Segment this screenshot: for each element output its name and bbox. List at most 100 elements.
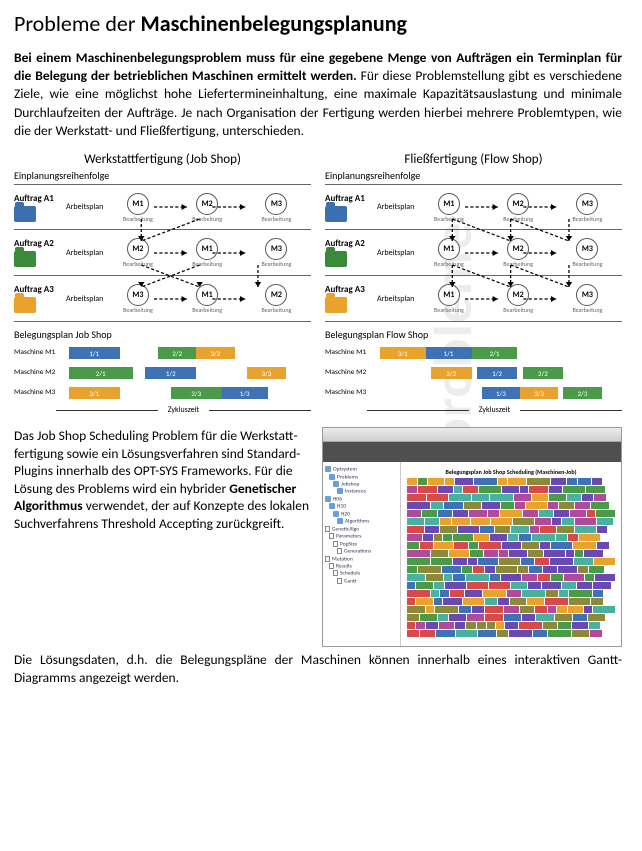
ss-gantt-block	[434, 598, 442, 605]
machine-circle: M2	[507, 193, 529, 215]
ss-gantt-block	[440, 526, 457, 533]
ss-gantt-block	[566, 550, 574, 557]
diagram-title: Fließfertigung (Flow Shop)	[325, 152, 622, 167]
ss-gantt-row	[407, 494, 615, 501]
ss-gantt-block	[579, 534, 600, 541]
ss-gantt-block	[593, 606, 615, 613]
ss-gantt-block	[507, 590, 522, 597]
machine-sequence: M1 Bearbeitung M2 Bearbeitung M3 Bearbei…	[414, 193, 622, 222]
gantt-track: 3/11/12/1	[367, 347, 622, 359]
ss-gantt-block	[496, 566, 517, 573]
ss-gantt-block	[536, 614, 555, 621]
machine-node: M3 Bearbeitung	[118, 284, 158, 313]
ss-gantt-row	[407, 510, 615, 517]
ss-gantt-block	[420, 630, 435, 637]
ss-gantt-block	[416, 598, 433, 605]
tree-item: ft10	[325, 503, 398, 510]
ss-gantt-block	[469, 510, 488, 517]
ss-gantt-block	[556, 534, 566, 541]
ss-gantt-block	[418, 478, 426, 485]
ss-gantt-block	[549, 486, 561, 493]
ss-gantt-block	[438, 486, 453, 493]
ss-gantt-block	[407, 534, 422, 541]
gantt-label: Maschine M1	[325, 349, 367, 357]
ss-gantt-block	[471, 518, 490, 525]
folder-icon	[14, 206, 36, 222]
ss-gantt-block	[474, 534, 489, 541]
ss-gantt-block	[504, 614, 521, 621]
ss-gantt-block	[474, 478, 497, 485]
ss-gantt-block	[543, 566, 558, 573]
ss-gantt-block	[515, 502, 525, 509]
ss-gantt-block	[535, 606, 547, 613]
ss-gantt-block	[514, 494, 531, 501]
ss-gantt-block	[416, 622, 424, 629]
gantt-track: 2/11/23/3	[56, 367, 311, 379]
tree-item: Parameters	[325, 533, 398, 540]
tree-item: Algorithms	[325, 518, 398, 525]
ss-gantt-row	[407, 582, 615, 589]
ss-gantt-block	[567, 494, 582, 501]
ss-gantt-block	[548, 606, 556, 613]
ss-gantt-block	[523, 510, 537, 517]
gantt-row: Maschine M3 3/12/31/3	[14, 383, 311, 403]
ss-gantt-block	[438, 614, 448, 621]
gantt-row: Maschine M2 2/11/23/3	[14, 363, 311, 383]
plan-label: Arbeitsplan	[377, 202, 414, 212]
ss-gantt-block	[544, 550, 565, 557]
gantt-row: Maschine M3 1/33/32/3	[325, 383, 622, 403]
ss-gantt-block	[407, 582, 415, 589]
plan-label: Arbeitsplan	[377, 248, 414, 258]
machine-sequence: M1 Bearbeitung M2 Bearbeitung M3 Bearbei…	[414, 284, 622, 313]
ss-gantt-block	[589, 622, 599, 629]
ss-gantt-block	[499, 550, 507, 557]
gantt-block: 3/3	[520, 387, 558, 399]
ss-gantt-block	[562, 582, 577, 589]
ss-gantt-block	[557, 606, 567, 613]
ss-gantt-block	[423, 534, 433, 541]
ss-gantt-block	[449, 550, 470, 557]
plan-label: Arbeitsplan	[377, 294, 414, 304]
ss-gantt-block	[407, 526, 424, 533]
ss-gantt-block	[470, 550, 482, 557]
ss-gantt-block	[407, 614, 419, 621]
ss-gantt-block	[462, 566, 472, 573]
ss-gantt-block	[444, 574, 452, 581]
folder-icon	[325, 251, 347, 267]
machine-sublabel: Bearbeitung	[261, 261, 291, 267]
ss-gantt-block	[453, 574, 465, 581]
ss-gantt-block	[428, 478, 445, 485]
machine-node: M3 Bearbeitung	[256, 193, 296, 222]
ss-gantt-block	[449, 494, 472, 501]
ss-gantt-block	[587, 510, 595, 517]
ss-gantt-block	[418, 486, 437, 493]
order-row: Auftrag A1 Arbeitsplan M1 Bearbeitung M2…	[325, 184, 622, 230]
final-paragraph: Die Lösungsdaten, d.h. die Belegungsplän…	[14, 651, 622, 686]
ss-gantt-block	[592, 478, 602, 485]
ss-gantt-block	[407, 502, 430, 509]
machine-sequence: M3 Bearbeitung M1 Bearbeitung M2 Bearbei…	[103, 284, 311, 313]
machine-circle: M1	[438, 193, 460, 215]
ss-gantt-block	[574, 558, 593, 565]
ss-gantt-block	[578, 566, 588, 573]
ss-gantt-block	[577, 582, 592, 589]
machine-sublabel: Bearbeitung	[123, 307, 153, 313]
ss-gantt-block	[546, 590, 558, 597]
machine-sequence: M2 Bearbeitung M1 Bearbeitung M3 Bearbei…	[103, 238, 311, 267]
machine-node: M1 Bearbeitung	[187, 238, 227, 267]
ss-gantt-block	[548, 502, 558, 509]
ss-gantt-block	[569, 590, 592, 597]
ss-gantt-block	[479, 486, 502, 493]
order-row: Auftrag A3 Arbeitsplan M3 Bearbeitung M1…	[14, 276, 311, 322]
ss-gantt-block	[450, 590, 465, 597]
machine-sublabel: Bearbeitung	[123, 216, 153, 222]
machine-sublabel: Bearbeitung	[434, 216, 464, 222]
diagram-subtitle: Einplanungsreihenfolge	[14, 169, 311, 182]
folder-icon	[14, 251, 36, 267]
machine-circle: M3	[576, 238, 598, 260]
ss-gantt-block	[472, 494, 489, 501]
tree-item: Results	[325, 563, 398, 570]
ss-gantt-block	[568, 534, 578, 541]
ss-gantt-block	[572, 622, 589, 629]
machine-circle: M3	[576, 193, 598, 215]
